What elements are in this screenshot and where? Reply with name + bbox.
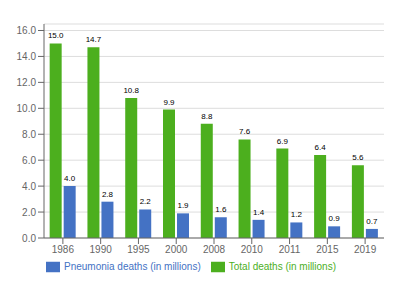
svg-text:4.0: 4.0 bbox=[64, 174, 76, 183]
svg-text:16.0: 16.0 bbox=[17, 25, 37, 36]
svg-text:5.6: 5.6 bbox=[352, 153, 364, 162]
svg-text:1.9: 1.9 bbox=[177, 201, 189, 210]
svg-text:6.0: 6.0 bbox=[22, 155, 36, 166]
html-text:Total deaths (in millions): Total deaths (in millions) bbox=[228, 260, 336, 272]
svg-text:1986: 1986 bbox=[52, 244, 75, 255]
svg-text:2.2: 2.2 bbox=[140, 197, 152, 206]
svg-text:6.9: 6.9 bbox=[277, 137, 289, 146]
svg-text:2010: 2010 bbox=[241, 244, 264, 255]
svg-text:1.6: 1.6 bbox=[215, 205, 227, 214]
svg-text:4.0: 4.0 bbox=[22, 181, 36, 192]
svg-text:1.4: 1.4 bbox=[253, 208, 265, 217]
svg-text:2.8: 2.8 bbox=[102, 190, 114, 199]
svg-text:0.0: 0.0 bbox=[22, 233, 36, 244]
svg-text:6.4: 6.4 bbox=[315, 143, 327, 152]
svg-text:2000: 2000 bbox=[165, 244, 188, 255]
svg-text:8.8: 8.8 bbox=[201, 112, 213, 121]
svg-text:10.8: 10.8 bbox=[123, 86, 139, 95]
svg-text:0.7: 0.7 bbox=[366, 217, 378, 226]
svg-text:1995: 1995 bbox=[127, 244, 150, 255]
svg-text:1990: 1990 bbox=[90, 244, 113, 255]
svg-text:2015: 2015 bbox=[316, 244, 339, 255]
svg-text:8.0: 8.0 bbox=[22, 129, 36, 140]
svg-text:2011: 2011 bbox=[279, 244, 301, 255]
svg-text:7.6: 7.6 bbox=[239, 127, 251, 136]
svg-text:9.9: 9.9 bbox=[163, 98, 175, 107]
svg-text:10.0: 10.0 bbox=[17, 103, 37, 114]
html-text:Pneumonia deaths (in millions): Pneumonia deaths (in millions) bbox=[64, 260, 201, 272]
svg-text:0.9: 0.9 bbox=[329, 214, 341, 223]
svg-text:12.0: 12.0 bbox=[17, 77, 37, 88]
svg-text:1.2: 1.2 bbox=[291, 210, 303, 219]
svg-text:2019: 2019 bbox=[354, 244, 377, 255]
svg-text:2.0: 2.0 bbox=[22, 207, 36, 218]
svg-text:14.0: 14.0 bbox=[17, 51, 37, 62]
svg-text:14.7: 14.7 bbox=[86, 35, 102, 44]
svg-text:15.0: 15.0 bbox=[48, 31, 64, 40]
svg-text:2008: 2008 bbox=[203, 244, 226, 255]
